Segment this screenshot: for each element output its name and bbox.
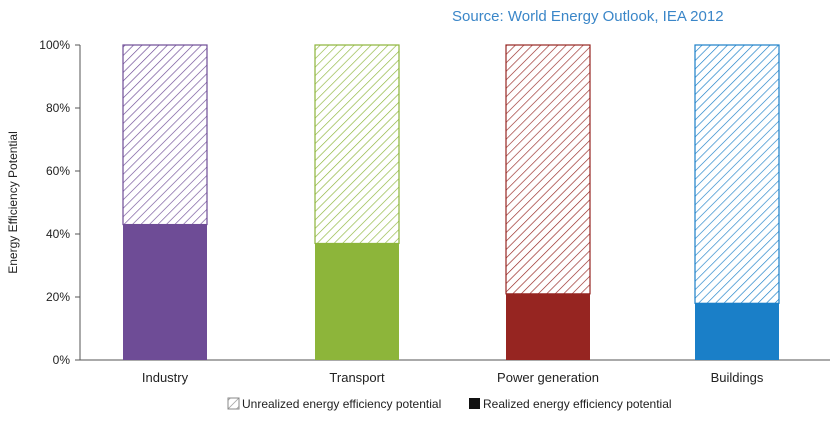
y-tick-label: 0% (53, 353, 71, 367)
bar-realized-buildings (695, 303, 779, 360)
y-axis-label: Energy Efficiency Potential (6, 131, 20, 274)
bars (122, 44, 780, 360)
bar-realized-industry (123, 224, 207, 360)
source-note: Source: World Energy Outlook, IEA 2012 (452, 8, 724, 25)
legend-label-unrealized: Unrealized energy efficiency potential (242, 397, 441, 411)
bar-unrealized-power-generation (505, 44, 591, 295)
bar-unrealized-buildings (694, 44, 780, 304)
y-tick-label: 100% (39, 38, 70, 52)
legend-swatch-realized (469, 398, 480, 409)
bar-unrealized-industry (122, 44, 208, 226)
x-tick-label: Industry (142, 370, 189, 385)
labels: 0% 20% 40% 60% 80% 100% Energy Efficiency Pote… (6, 38, 764, 385)
x-tick-label: Transport (329, 370, 385, 385)
bar-realized-power-generation (506, 293, 590, 360)
y-tick-label: 40% (46, 227, 70, 241)
bar-realized-transport (315, 243, 399, 360)
x-tick-label: Power generation (497, 370, 599, 385)
legend: Unrealized energy efficiency potential Re… (227, 397, 672, 411)
y-tick-label: 60% (46, 164, 70, 178)
legend-label-realized: Realized energy efficiency potential (483, 397, 672, 411)
x-tick-label: Buildings (711, 370, 764, 385)
bar-unrealized-transport (314, 44, 400, 245)
y-tick-label: 80% (46, 101, 70, 115)
y-tick-label: 20% (46, 290, 70, 304)
legend-swatch-unrealized (227, 397, 240, 410)
